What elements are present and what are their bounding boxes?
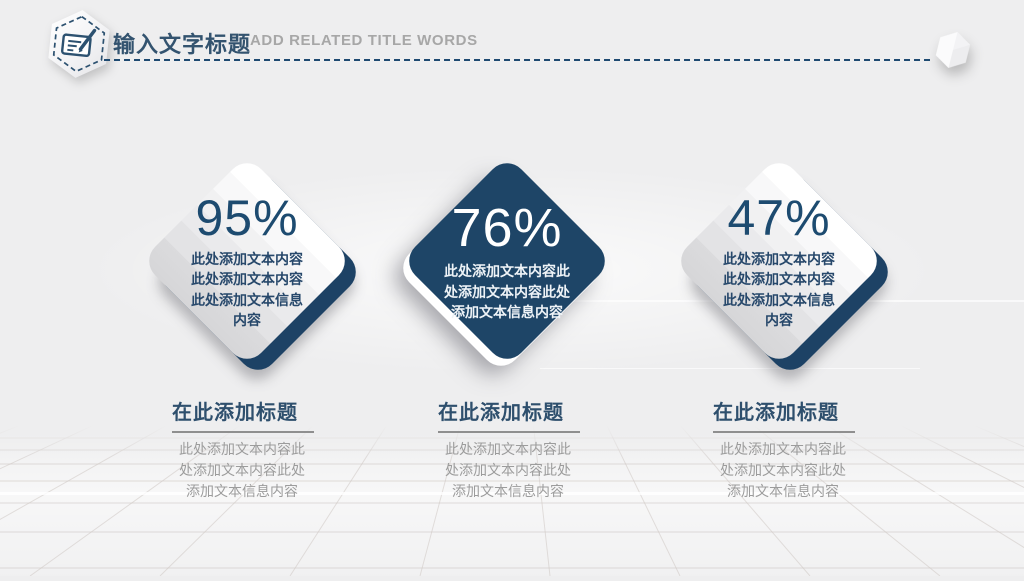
diamond-face: 95% 此处添加文本内容 此处添加文本内容 此处添加文本信息 内容 bbox=[140, 154, 354, 368]
grid-top-fade bbox=[0, 425, 1024, 459]
header-title-zh: 输入文字标题 bbox=[113, 32, 252, 57]
caption-block-2[interactable]: 在此添加标题 此处添加文本内容此 处添加文本内容此处 添加文本信息内容 bbox=[408, 396, 608, 502]
light-streak bbox=[0, 492, 1024, 495]
stat-description: 此处添加文本内容 此处添加文本内容 此处添加文本信息 内容 bbox=[191, 251, 303, 329]
stat-description: 此处添加文本内容此 处添加文本内容此处 添加文本信息内容 bbox=[444, 263, 570, 320]
stat-description: 此处添加文本内容 此处添加文本内容 此处添加文本信息 内容 bbox=[723, 251, 835, 329]
stat-diamond-47[interactable]: 47% 此处添加文本内容 此处添加文本内容 此处添加文本信息 内容 bbox=[672, 154, 897, 379]
hexagon-3d-icon bbox=[935, 32, 971, 68]
stat-value: 47% bbox=[727, 189, 831, 246]
header-dashed-divider bbox=[104, 59, 930, 61]
caption-body: 此处添加文本内容此 处添加文本内容此处 添加文本信息内容 bbox=[720, 441, 846, 499]
diamond-face: 76% 此处添加文本内容此 处添加文本内容此处 添加文本信息内容 bbox=[400, 154, 614, 368]
caption-block-3[interactable]: 在此添加标题 此处添加文本内容此 处添加文本内容此处 添加文本信息内容 bbox=[683, 396, 883, 502]
stat-value: 76% bbox=[451, 197, 563, 258]
light-streak bbox=[540, 368, 920, 369]
caption-body: 此处添加文本内容此 处添加文本内容此处 添加文本信息内容 bbox=[445, 441, 571, 499]
caption-title: 在此添加标题 bbox=[713, 396, 855, 433]
stat-diamond-95[interactable]: 95% 此处添加文本内容 此处添加文本内容 此处添加文本信息 内容 bbox=[140, 154, 365, 379]
stat-diamond-76[interactable]: 76% 此处添加文本内容此 处添加文本内容此处 添加文本信息内容 bbox=[394, 154, 614, 375]
edit-document-icon bbox=[60, 28, 97, 58]
diamond-face: 47% 此处添加文本内容 此处添加文本内容 此处添加文本信息 内容 bbox=[672, 154, 886, 368]
caption-block-1[interactable]: 在此添加标题 此处添加文本内容此 处添加文本内容此处 添加文本信息内容 bbox=[142, 396, 342, 502]
header-title-en: ADD RELATED TITLE WORDS bbox=[250, 32, 478, 49]
stat-value: 95% bbox=[195, 189, 299, 246]
dashed-hexagon-outline bbox=[52, 15, 106, 73]
header-hexagon-badge bbox=[48, 10, 110, 78]
caption-title: 在此添加标题 bbox=[438, 396, 580, 433]
caption-body: 此处添加文本内容此 处添加文本内容此处 添加文本信息内容 bbox=[179, 441, 305, 499]
caption-title: 在此添加标题 bbox=[172, 396, 314, 433]
